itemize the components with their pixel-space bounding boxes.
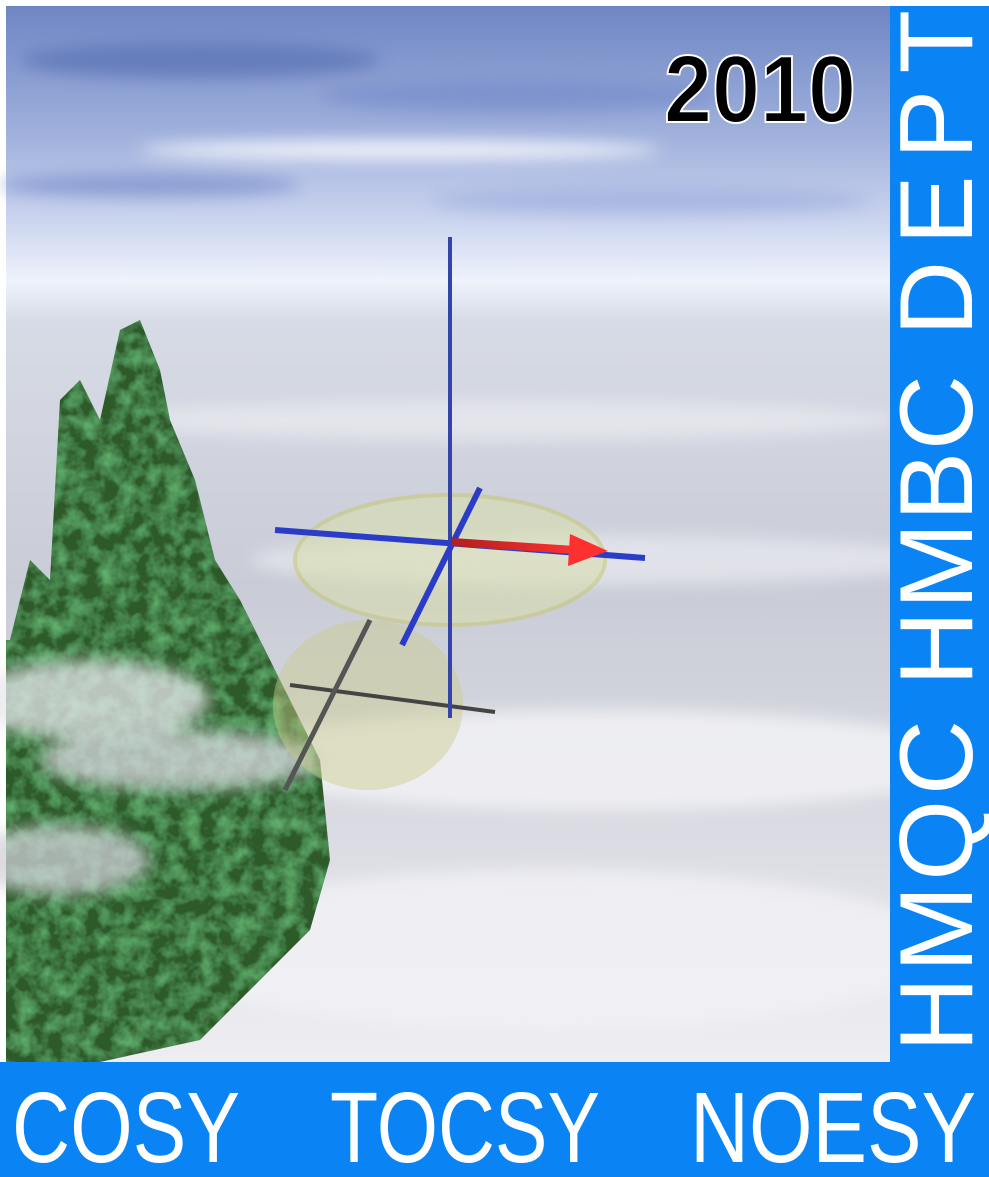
- vector-diagram: [273, 237, 646, 792]
- scene: [0, 6, 980, 1062]
- y-axis: [399, 486, 483, 647]
- bottom-banner-text: COSY TOCSY NOESY: [12, 1072, 976, 1177]
- banner-word: HMBC: [879, 375, 989, 686]
- banner-word: HMQC: [879, 720, 989, 1052]
- vector: [451, 538, 576, 554]
- side-banner: [890, 6, 989, 1066]
- shadow-axis: [289, 683, 496, 714]
- mist: [0, 660, 320, 895]
- bottom-banner: [0, 1062, 989, 1177]
- banner-word: COSY: [12, 1072, 240, 1177]
- shadow-disc: [273, 620, 463, 790]
- shadow-axis: [282, 618, 373, 792]
- banner-word: TOCSY: [330, 1072, 600, 1177]
- banner-word: NOESY: [690, 1072, 976, 1177]
- year: 2010: [664, 36, 856, 143]
- vector-head: [568, 534, 608, 566]
